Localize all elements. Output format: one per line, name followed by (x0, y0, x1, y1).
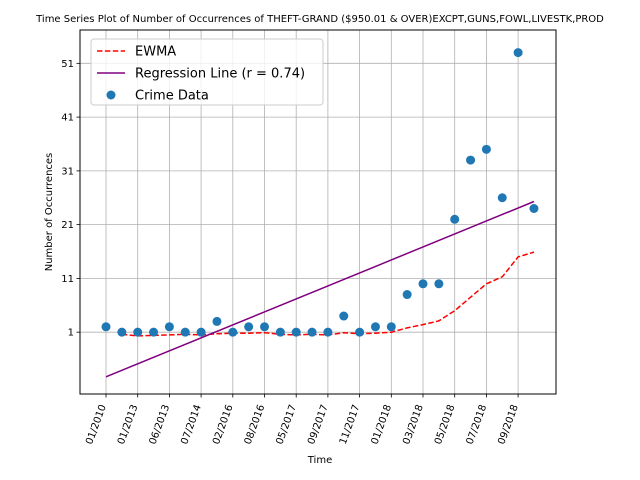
crime-data-point (481, 144, 491, 154)
crime-data-point (450, 214, 460, 224)
legend: EWMA Regression Line (r = 0.74) Crime Data (90, 38, 324, 106)
crime-data-point (497, 193, 507, 203)
legend-label: Crime Data (135, 89, 209, 104)
crime-data-point (307, 327, 317, 337)
crime-data-point (434, 279, 444, 289)
axes-frame (79, 29, 557, 395)
crime-data-point (323, 327, 333, 337)
crime-data-point (291, 327, 301, 337)
y-tick-label: 21 (61, 220, 74, 231)
crime-data-point (180, 327, 190, 337)
crime-data-point (260, 322, 269, 332)
y-tick-label: 11 (61, 274, 74, 285)
crime-data-point (196, 327, 206, 337)
crime-data-point (164, 322, 174, 332)
crime-data-legend-swatch (106, 90, 116, 100)
crime-data-point (386, 322, 396, 332)
x-axis-title: Time (307, 455, 332, 466)
crime-data-point (275, 327, 285, 337)
crime-data-point (228, 327, 238, 337)
crime-data-point (339, 311, 349, 321)
crime-data-point (244, 322, 254, 332)
crime-data-point (149, 327, 159, 337)
crime-data-point (101, 322, 111, 332)
y-tick-label: 31 (61, 166, 74, 177)
y-axis-title: Number of Occurrences (44, 153, 55, 272)
crime-data-point (212, 316, 222, 326)
crime-data-point (133, 327, 143, 337)
crime-data-point (117, 327, 127, 337)
crime-data-point (418, 279, 428, 289)
ticks: 01/2010 01/2013 06/2013 07/2014 02/2016 08/20… (61, 59, 521, 446)
crime-data-point (370, 322, 380, 332)
plot-data (101, 48, 539, 378)
legend-frame (90, 38, 324, 106)
legend-label: EWMA (135, 45, 176, 60)
regression-line-r-0-74-line (105, 200, 535, 378)
crime-data-point (402, 290, 412, 300)
y-tick-label: 1 (68, 328, 74, 339)
chart-title: Time Series Plot of Number of Occurrence… (35, 14, 604, 25)
crime-data-point (513, 48, 523, 58)
crime-data-point (355, 327, 365, 337)
crime-data-point (466, 155, 476, 165)
y-tick-label: 51 (61, 59, 74, 70)
legend-label: Regression Line (r = 0.74) (135, 67, 305, 82)
y-tick-label: 41 (61, 113, 74, 124)
crime-data-point (529, 204, 539, 214)
